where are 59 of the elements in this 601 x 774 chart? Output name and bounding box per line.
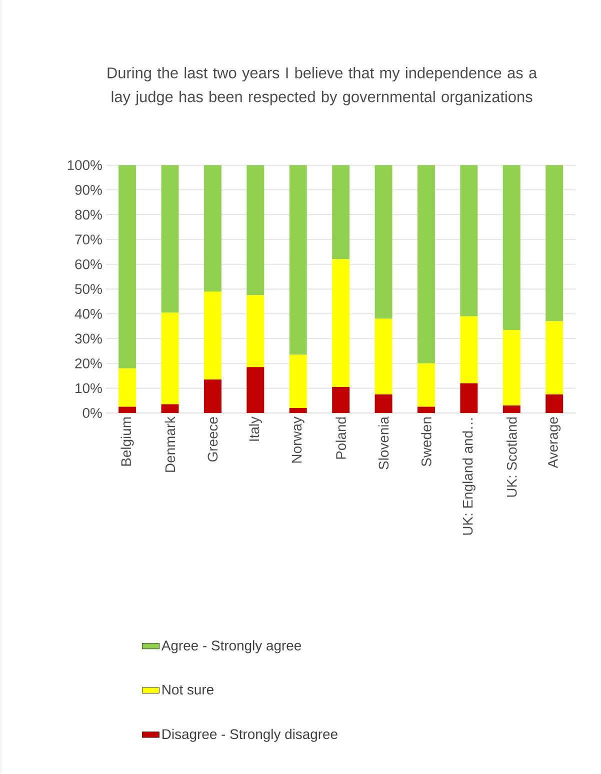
bar [161,165,179,313]
x-tick-label: Sweden [421,417,432,466]
bar [246,165,264,296]
y-tick-label: 70% [75,234,102,244]
bar [204,165,222,292]
y-tick-label: 90% [75,184,102,195]
x-tick-label: Norway [292,416,305,463]
bar [460,165,478,316]
bar [418,165,436,364]
x-tick-label: Denmark [165,416,176,472]
bar [546,394,564,413]
x-tick-label: UK: Scotland [506,417,517,497]
x-tick-label: Italy [249,416,262,441]
bar [290,165,308,355]
y-tick-label: 50% [75,284,102,294]
bar [118,165,136,368]
bar [204,292,222,380]
x-tick-label: Average [548,417,561,468]
x-tick-label: Poland [336,417,346,459]
bar [204,380,222,413]
legend-label: Disagree - Strongly disagree [162,728,338,742]
x-tick-label: Belgium [120,417,134,466]
y-tick-label: 100% [68,160,102,170]
y-tick-label: 30% [75,334,102,344]
bar [374,394,392,413]
bar [161,404,179,413]
bar [246,295,264,368]
bar [503,330,521,406]
bar [503,406,521,413]
bar [418,363,436,407]
bar [246,367,264,413]
bar [332,386,350,413]
y-tick-label: 20% [75,358,102,368]
y-tick-label: 60% [75,259,102,270]
bar [546,321,564,394]
bar [374,165,392,319]
x-tick-label: UK: England and… [462,418,476,535]
y-tick-label: 10% [76,383,102,394]
bar [332,165,350,260]
bar [374,318,392,394]
legend-label: Agree - Strongly agree [162,640,302,654]
bar [503,165,521,330]
y-tick-label: 80% [75,210,102,220]
bar [118,406,136,413]
bar [460,316,478,384]
x-tick-label: Slovenia [378,416,389,470]
y-tick-label: 40% [74,308,102,319]
bar [332,259,350,387]
legend-label: Not sure [162,684,214,695]
y-tick-label: 0% [82,408,102,418]
bar [460,383,478,413]
bar [546,165,564,322]
bar [290,408,308,413]
bar [418,406,436,413]
x-tick-label: Greece [208,417,218,462]
bar [161,312,179,404]
bar [290,354,308,408]
bar [118,368,136,407]
chart-title: During the last two years I believe that my independence as a lay judge has been respected by governmental organizations [108,67,538,106]
